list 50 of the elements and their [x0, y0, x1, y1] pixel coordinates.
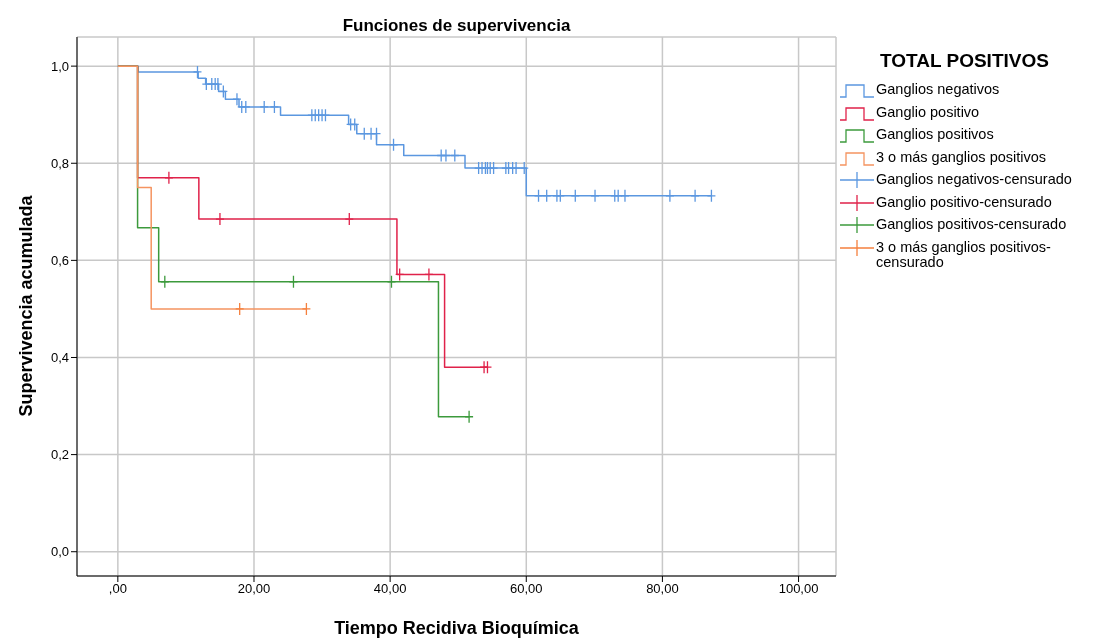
point — [570, 189, 580, 203]
y-axis-title: Supervivencia acumulada — [15, 195, 37, 417]
point — [288, 275, 299, 289]
point — [371, 126, 382, 141]
point — [706, 189, 717, 203]
y-tick-label: 0,8 — [50, 155, 69, 171]
y-tick-label: 0,0 — [50, 544, 69, 560]
legend-label: Ganglios negativos — [876, 81, 1000, 97]
point — [533, 189, 544, 203]
point — [464, 410, 474, 424]
x-tick-label: 60,00 — [510, 581, 543, 597]
legend-label: 3 o más ganglios positivos — [876, 148, 1047, 165]
x-tick-label: 80,00 — [646, 581, 679, 597]
point — [482, 360, 493, 374]
point — [590, 189, 600, 203]
point — [542, 189, 552, 203]
y-tick-label: 1,0 — [50, 58, 69, 74]
point — [344, 212, 354, 226]
point — [259, 100, 269, 114]
x-axis-title: Tiempo Recidiva Bioquímica — [333, 618, 580, 639]
point — [690, 189, 700, 203]
point — [386, 275, 397, 289]
legend-title: TOTAL POSITIVOS — [880, 50, 1050, 72]
point — [192, 65, 203, 79]
point — [269, 100, 280, 114]
point — [665, 189, 675, 203]
x-tick-label: ,00 — [108, 581, 127, 597]
point — [215, 212, 225, 226]
y-tick-label: 0,2 — [50, 447, 69, 463]
legend-label: Ganglio positivo-censurado — [876, 193, 1052, 210]
point — [388, 138, 399, 152]
legend-label: Ganglio positivo — [876, 103, 980, 120]
legend-label: Ganglios positivos-censurado — [876, 216, 1067, 232]
legend-label: Ganglios positivos — [876, 126, 994, 142]
point — [519, 161, 529, 175]
chart-title: Funciones de supervivencia — [341, 16, 572, 36]
x-tick-label: 20,00 — [237, 581, 271, 597]
point — [201, 77, 211, 91]
point — [620, 189, 630, 203]
point — [164, 171, 174, 185]
point — [160, 275, 170, 289]
x-tick-label: 40,00 — [373, 581, 407, 597]
point — [301, 302, 312, 316]
legend-label: Ganglios negativos-censurado — [876, 171, 1072, 187]
point — [241, 100, 251, 114]
point — [235, 302, 245, 316]
x-tick-label: 100,00 — [778, 581, 819, 597]
y-tick-label: 0,4 — [50, 350, 69, 366]
legend-label: 3 o más ganglios positivos-censurado — [876, 238, 1052, 270]
y-tick-label: 0,6 — [50, 252, 69, 268]
